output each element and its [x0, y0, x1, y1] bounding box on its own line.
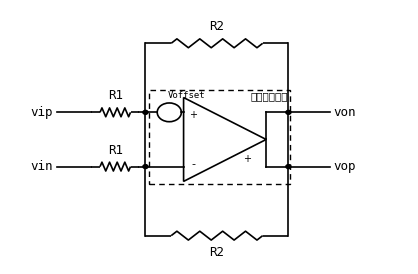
Text: -: - — [191, 159, 195, 169]
Text: 全差分放大器: 全差分放大器 — [251, 92, 288, 101]
Text: +: + — [243, 154, 251, 164]
Text: R1: R1 — [108, 90, 123, 102]
Bar — [149, 90, 290, 184]
Text: von: von — [333, 106, 355, 119]
Text: vin: vin — [31, 160, 54, 173]
Text: R1: R1 — [108, 144, 123, 157]
Text: Voffset: Voffset — [168, 91, 205, 100]
Circle shape — [143, 165, 148, 169]
Circle shape — [286, 110, 291, 114]
Text: vip: vip — [31, 106, 54, 119]
Text: R2: R2 — [209, 246, 224, 258]
Text: +: + — [189, 110, 197, 120]
Circle shape — [143, 110, 148, 114]
Text: R2: R2 — [209, 21, 224, 33]
Circle shape — [286, 165, 291, 169]
Text: vop: vop — [333, 160, 355, 173]
